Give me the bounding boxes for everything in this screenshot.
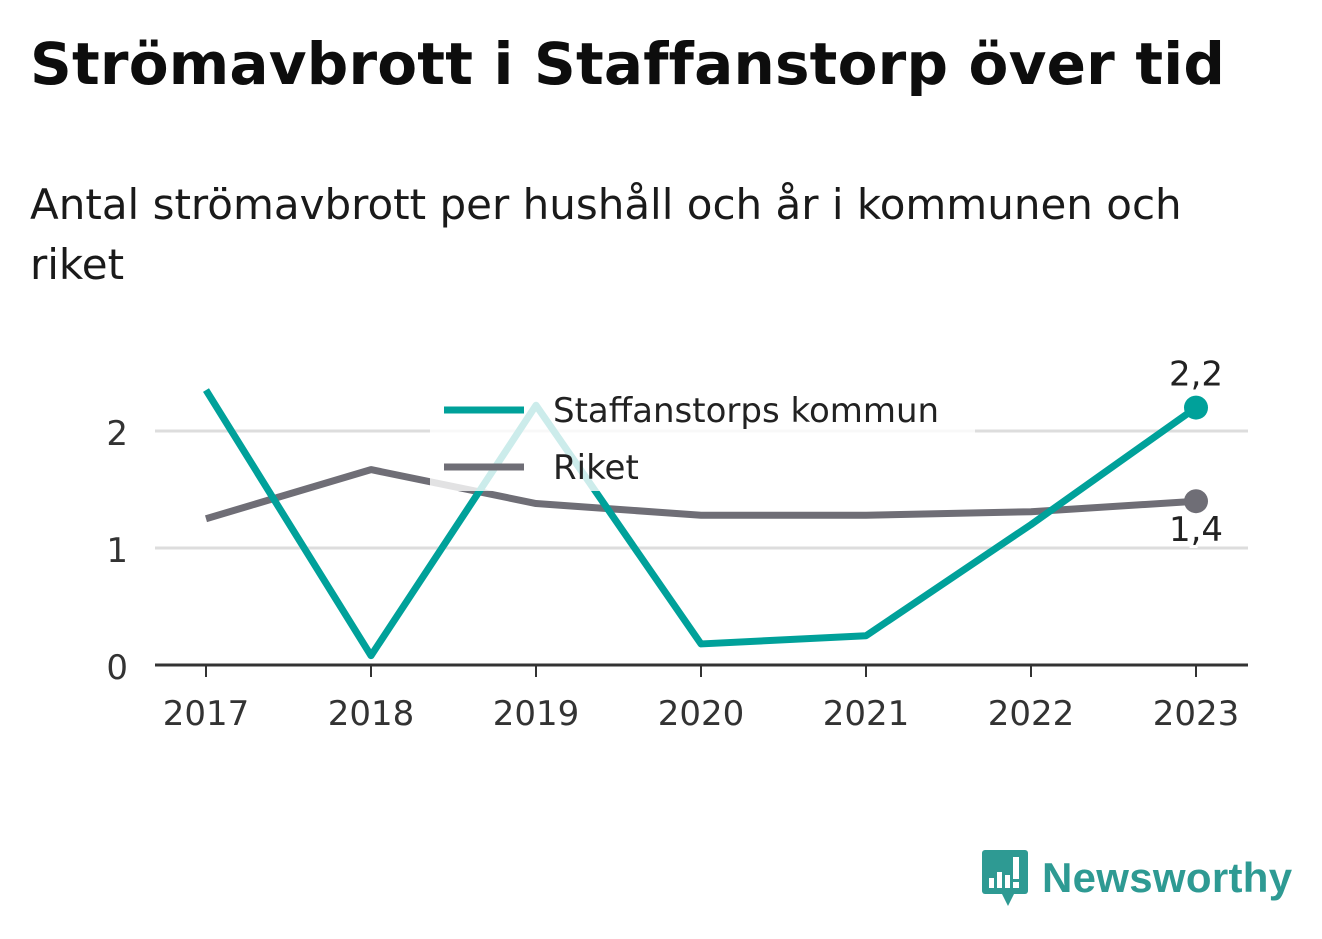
y-tick-label: 2 [106, 414, 128, 454]
x-tick-label: 2021 [823, 694, 910, 734]
series-line-riket [205, 466, 1197, 523]
legend-label: Riket [553, 448, 639, 488]
line-chart: 0 1 2 2017 2018 2019 2020 2021 2022 2023 Staffanst… [106, 354, 1248, 734]
x-tick-label: 2022 [988, 694, 1075, 734]
x-tick-label: 2023 [1153, 694, 1240, 734]
legend-label: Staffanstorps kommun [553, 391, 939, 431]
newsworthy-logo: Newsworthy [980, 848, 1292, 908]
x-tick-label: 2018 [328, 694, 415, 734]
chart-title: Strömavbrott i Staffanstorp över tid [30, 30, 1226, 98]
newsworthy-icon [982, 850, 1028, 906]
y-tick-label: 0 [106, 648, 128, 688]
end-marker-riket [1184, 489, 1208, 514]
end-value-label: 1,4 [1169, 510, 1223, 550]
x-tick-label: 2019 [493, 694, 580, 734]
brand-name: Newsworthy [1042, 854, 1293, 901]
chart-subtitle: Antal strömavbrott per hushåll och år i … [30, 180, 1182, 289]
series-line-kommun [203, 388, 1199, 660]
x-tick-label: 2017 [163, 694, 250, 734]
x-tick-label: 2020 [658, 694, 745, 734]
end-marker-kommun [1184, 395, 1208, 420]
legend-background [430, 383, 975, 491]
y-tick-label: 1 [106, 531, 128, 571]
end-value-label: 2,2 [1169, 355, 1223, 395]
